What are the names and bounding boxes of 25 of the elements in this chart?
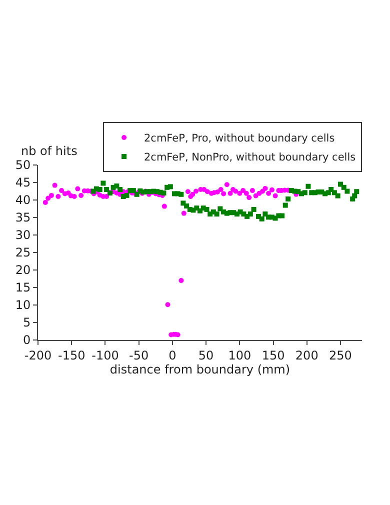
y-tick-label: 15 <box>15 280 31 295</box>
y-tick-label: 35 <box>15 210 31 225</box>
y-tick-label: 30 <box>15 228 31 242</box>
x-tick-label: 250 <box>329 348 352 362</box>
x-tick-label: 100 <box>228 348 252 362</box>
x-tick-label: 0 <box>168 348 176 362</box>
x-axis-title: distance from boundary (mm) <box>110 362 290 376</box>
y-tick-label: 45 <box>15 176 31 190</box>
y-tick-label: 40 <box>15 193 31 208</box>
x-tick-label: -200 <box>24 348 52 362</box>
x-tick-label: 200 <box>295 348 318 362</box>
y-tick-label: 10 <box>15 298 31 312</box>
x-tick-label: 50 <box>198 348 214 362</box>
y-tick-label: 20 <box>15 263 31 278</box>
y-axis-title: nb of hits <box>21 144 78 158</box>
legend-label: 2cmFeP, Pro, without boundary cells <box>144 132 335 145</box>
y-tick-label: 5 <box>22 316 31 330</box>
y-tick-label: 0 <box>22 333 31 348</box>
x-tick-label: -150 <box>58 348 86 362</box>
x-tick-label: 150 <box>262 348 285 362</box>
x-tick-label: -50 <box>129 348 149 362</box>
legend-label: 2cmFeP, NonPro, without boundary cells <box>144 152 356 164</box>
y-tick-label: 50 <box>15 158 31 172</box>
x-tick-label: -100 <box>92 348 119 362</box>
y-tick-label: 25 <box>15 246 31 260</box>
